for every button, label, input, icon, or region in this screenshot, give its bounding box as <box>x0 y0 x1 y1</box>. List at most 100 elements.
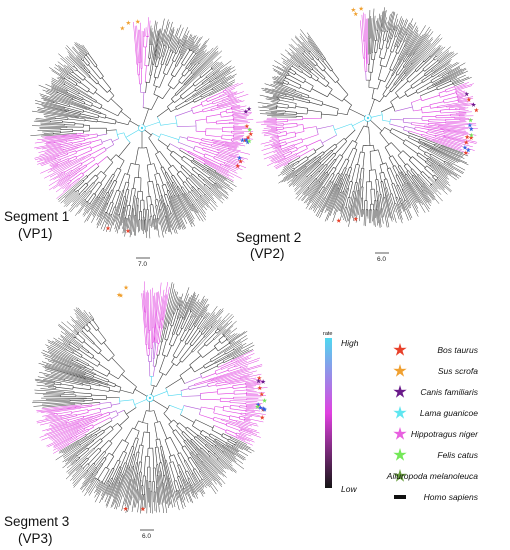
tree-leaf <box>282 167 294 176</box>
tree-leaf <box>405 43 431 74</box>
tree-leaf <box>153 30 158 56</box>
tree-leaf <box>298 47 304 54</box>
tree-leaf <box>455 89 463 93</box>
tree-branch <box>394 106 413 112</box>
tree-branch <box>212 95 229 103</box>
tree-branch <box>91 429 101 436</box>
tree-branch <box>153 410 158 423</box>
tree-branch <box>184 445 191 454</box>
tree-leaf <box>34 147 78 161</box>
tree-branch <box>214 416 222 420</box>
tree-leaf <box>221 418 249 427</box>
tree-arc <box>85 434 87 437</box>
tree-leaf <box>185 75 232 103</box>
tree-leaf <box>280 53 300 68</box>
tree-branch <box>283 126 298 129</box>
tree-leaf <box>225 443 240 452</box>
tree-leaf <box>43 379 55 382</box>
tree-branch <box>202 328 208 335</box>
tree-branch <box>200 399 221 401</box>
tree-branch <box>81 141 91 145</box>
tree-leaf <box>70 316 83 329</box>
tree-leaf <box>195 449 226 485</box>
tree-branch <box>164 439 172 457</box>
tree-leaf <box>151 31 154 45</box>
tree-leaf <box>112 482 120 498</box>
tree-leaf <box>62 183 70 190</box>
tree-leaf <box>257 102 278 106</box>
tree-leaf <box>196 461 219 492</box>
tree-leaf <box>216 370 257 382</box>
tree-branch <box>200 99 207 103</box>
tree-leaf <box>384 21 388 32</box>
tree-leaf <box>180 39 187 53</box>
host-star-icon <box>247 127 253 132</box>
tree-arc <box>382 39 386 41</box>
tree-branch <box>195 419 214 429</box>
tree-leaf <box>383 17 387 32</box>
tree-leaf <box>46 142 55 145</box>
tree-arc <box>418 138 420 141</box>
tree-leaf <box>44 422 79 435</box>
tree-leaf <box>272 78 284 84</box>
tree-branch <box>369 151 372 171</box>
tree-arc <box>114 206 117 208</box>
tree-branch <box>154 174 158 185</box>
tree-leaf <box>82 467 96 485</box>
tree-branch <box>433 145 440 148</box>
tree-branch <box>183 405 201 410</box>
tree-leaf <box>179 300 183 307</box>
tree-leaf <box>270 154 285 162</box>
tree-branch <box>425 161 431 166</box>
tree-leaf <box>42 404 75 408</box>
tree-arc <box>371 98 380 103</box>
tree-branch <box>288 71 295 76</box>
tree-branch <box>101 138 112 143</box>
tree-branch <box>362 152 365 169</box>
tree-leaf <box>169 35 175 48</box>
tree-branch <box>189 64 196 72</box>
tree-leaf <box>205 76 226 90</box>
tree-arc <box>150 384 157 387</box>
tree-branch <box>183 74 194 85</box>
tree-branch <box>285 77 302 86</box>
tree-leaf <box>280 164 294 174</box>
tree-branch <box>223 89 226 92</box>
tree-leaf <box>363 12 365 42</box>
tree-branch <box>202 372 217 379</box>
tree-branch <box>88 450 102 465</box>
tree-branch <box>217 100 230 105</box>
tree-leaf <box>391 27 419 76</box>
tree-leaf <box>232 109 244 112</box>
tree-leaf <box>221 95 234 101</box>
host-star-icon <box>262 407 268 412</box>
host-star-icon <box>353 11 359 17</box>
tree-leaf <box>31 110 79 119</box>
tree-leaf <box>446 103 474 108</box>
tree-leaf <box>50 160 71 171</box>
tree-branch <box>136 452 140 463</box>
tree-arc <box>155 151 160 155</box>
tree-leaf <box>406 23 413 35</box>
tree-leaf <box>114 465 129 510</box>
tree-leaf <box>273 140 280 143</box>
tree-branch <box>347 181 351 189</box>
tree-leaf <box>274 60 290 71</box>
tree-leaf <box>173 195 188 224</box>
tree-leaf <box>440 68 467 83</box>
tree-branch <box>385 91 391 98</box>
tree-leaf <box>43 374 65 380</box>
tree-branch <box>125 446 133 464</box>
tree-leaf <box>442 137 470 145</box>
tree-leaf <box>151 490 153 514</box>
tree-branch <box>210 433 227 444</box>
tree-branch <box>229 415 240 419</box>
tree-branch <box>357 151 361 165</box>
tree-leaf <box>50 423 89 440</box>
tree-branch <box>83 176 89 182</box>
tree-leaf <box>295 37 310 54</box>
tree-leaf <box>124 479 131 505</box>
tree-branch <box>173 481 177 492</box>
tree-leaf <box>228 92 237 97</box>
tree-leaf <box>197 435 232 464</box>
